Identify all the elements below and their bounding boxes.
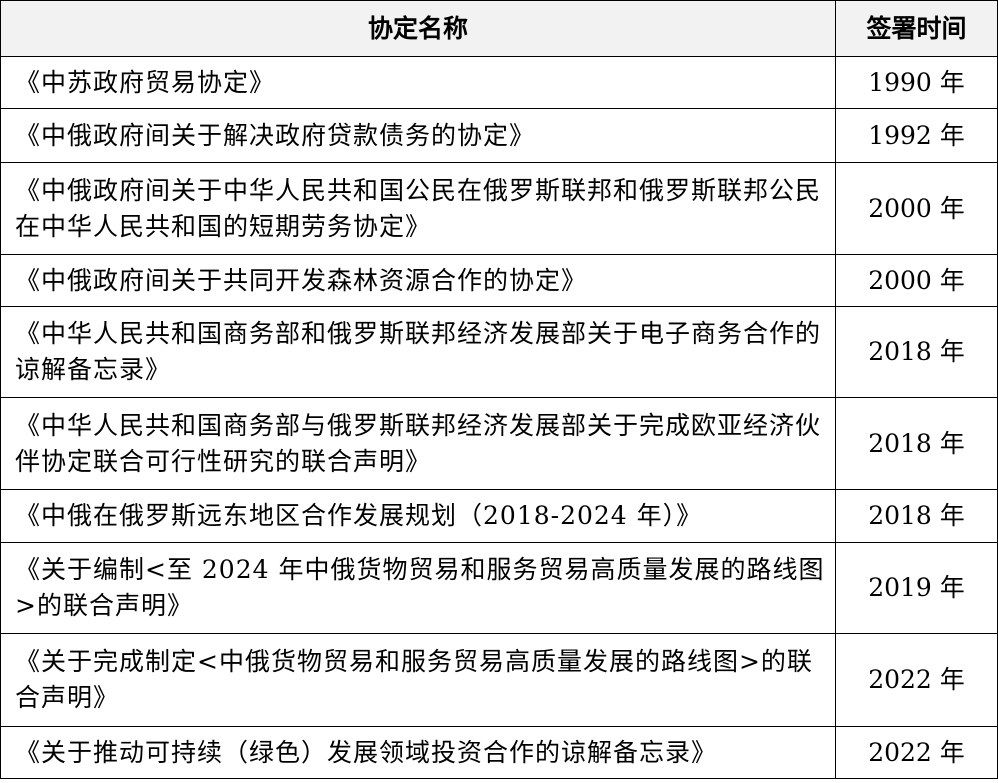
table-row: 《关于推动可持续（绿色）发展领域投资合作的谅解备忘录》 2022 年 (0, 726, 998, 779)
sign-year: 2022 年 (835, 726, 998, 779)
header-row: 协定名称 签署时间 (0, 0, 998, 57)
sign-year: 2019 年 (835, 542, 998, 634)
table-row: 《中俄政府间关于共同开发森林资源合作的协定》 2000 年 (0, 254, 998, 307)
sign-year: 2000 年 (835, 254, 998, 307)
table-row: 《中俄政府间关于中华人民共和国公民在俄罗斯联邦和俄罗斯联邦公民在中华人民共和国的… (0, 162, 998, 255)
agreement-name: 《中华人民共和国商务部与俄罗斯联邦经济发展部关于完成欧亚经济伙伴协定联合可行性研… (0, 397, 836, 490)
agreement-name: 《中俄在俄罗斯远东地区合作发展规划（2018-2024 年）》 (0, 489, 836, 543)
header-cell: 协定名称 (0, 0, 836, 57)
agreement-name: 《中俄政府间关于解决政府贷款债务的协定》 (0, 108, 836, 163)
agreement-name: 《中俄政府间关于共同开发森林资源合作的协定》 (0, 254, 836, 307)
sign-year: 2018 年 (835, 397, 998, 490)
agreement-name: 《中华人民共和国商务部和俄罗斯联邦经济发展部关于电子商务合作的谅解备忘录》 (0, 306, 836, 398)
sign-year: 2018 年 (835, 306, 998, 398)
table-row: 《中俄在俄罗斯远东地区合作发展规划（2018-2024 年）》 2018 年 (0, 489, 998, 543)
sign-year: 1992 年 (835, 108, 998, 163)
agreement-name: 《关于推动可持续（绿色）发展领域投资合作的谅解备忘录》 (0, 726, 836, 779)
table-row: 《中华人民共和国商务部和俄罗斯联邦经济发展部关于电子商务合作的谅解备忘录》 201… (0, 306, 998, 398)
table-row: 《关于编制<至 2024 年中俄货物贸易和服务贸易高质量发展的路线图>的联合声明… (0, 542, 998, 634)
sign-year: 2000 年 (835, 162, 998, 255)
table-row: 《中苏政府贸易协定》 1990 年 (0, 56, 998, 109)
table-row: 《关于完成制定<中俄货物贸易和服务贸易高质量发展的路线图>的联合声明》 2022 … (0, 633, 998, 727)
header-cell: 签署时间 (835, 0, 998, 57)
sign-year: 2022 年 (835, 633, 998, 727)
agreement-name: 《中俄政府间关于中华人民共和国公民在俄罗斯联邦和俄罗斯联邦公民在中华人民共和国的… (0, 162, 836, 255)
sign-year: 1990 年 (835, 56, 998, 109)
agreement-name: 《关于完成制定<中俄货物贸易和服务贸易高质量发展的路线图>的联合声明》 (0, 633, 836, 727)
table-row: 《中俄政府间关于解决政府贷款债务的协定》 1992 年 (0, 108, 998, 163)
table-row: 《中华人民共和国商务部与俄罗斯联邦经济发展部关于完成欧亚经济伙伴协定联合可行性研… (0, 397, 998, 490)
agreement-name: 《中苏政府贸易协定》 (0, 56, 836, 109)
agreement-name: 《关于编制<至 2024 年中俄货物贸易和服务贸易高质量发展的路线图>的联合声明… (0, 542, 836, 634)
sign-year: 2018 年 (835, 489, 998, 543)
